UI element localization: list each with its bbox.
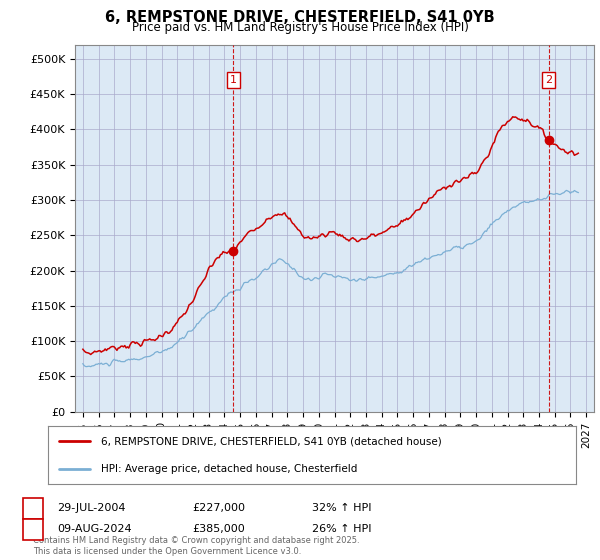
Text: 32% ↑ HPI: 32% ↑ HPI (312, 503, 371, 514)
Text: 6, REMPSTONE DRIVE, CHESTERFIELD, S41 0YB (detached house): 6, REMPSTONE DRIVE, CHESTERFIELD, S41 0Y… (101, 436, 442, 446)
Text: £227,000: £227,000 (192, 503, 245, 514)
Text: 1: 1 (29, 503, 37, 514)
Text: 26% ↑ HPI: 26% ↑ HPI (312, 524, 371, 534)
Text: £385,000: £385,000 (192, 524, 245, 534)
Text: 2: 2 (545, 75, 552, 85)
Text: 6, REMPSTONE DRIVE, CHESTERFIELD, S41 0YB: 6, REMPSTONE DRIVE, CHESTERFIELD, S41 0Y… (105, 10, 495, 25)
Text: Contains HM Land Registry data © Crown copyright and database right 2025.
This d: Contains HM Land Registry data © Crown c… (33, 536, 359, 556)
Text: 29-JUL-2004: 29-JUL-2004 (57, 503, 125, 514)
Text: 09-AUG-2024: 09-AUG-2024 (57, 524, 131, 534)
Text: Price paid vs. HM Land Registry's House Price Index (HPI): Price paid vs. HM Land Registry's House … (131, 21, 469, 34)
Text: HPI: Average price, detached house, Chesterfield: HPI: Average price, detached house, Ches… (101, 464, 357, 474)
Text: 1: 1 (230, 75, 237, 85)
Text: 2: 2 (29, 524, 37, 534)
